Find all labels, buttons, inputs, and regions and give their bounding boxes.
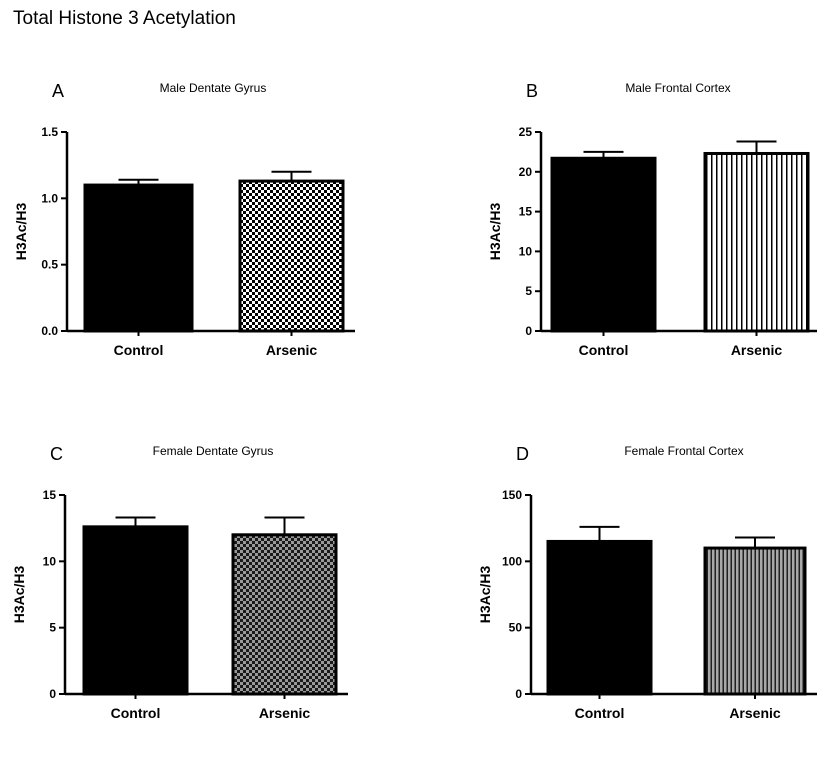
y-tick-label: 15	[43, 488, 57, 502]
chart-title: Female Dentate Gyrus	[153, 444, 274, 458]
panel-d: D Female Frontal Cortex Control Arsenic 0 50 1…	[409, 433, 817, 773]
y-tick-label: 150	[502, 488, 522, 502]
bar-arsenic	[703, 546, 807, 696]
bar-arsenic	[238, 179, 345, 333]
panel-letter: C	[50, 444, 63, 464]
y-tick-label: 0.5	[41, 258, 58, 272]
panel-letter: A	[52, 81, 64, 101]
y-axis-label: H3Ac/H3	[477, 566, 493, 624]
x-tick-label: Arsenic	[259, 705, 311, 721]
y-tick-label: 100	[502, 554, 522, 568]
y-tick-label: 1.5	[41, 125, 58, 139]
y-tick-label: 10	[519, 244, 533, 258]
y-tick-label: 20	[519, 165, 533, 179]
panel-b: B Male Frontal Cortex Control Arsenic 0 5 10 15…	[409, 70, 817, 410]
x-tick-label: Control	[575, 705, 625, 721]
chart-svg: A Male Dentate Gyrus Control Arsenic 0.0 0.5 1…	[13, 81, 355, 358]
chart-svg: B Male Frontal Cortex Control Arsenic 0 5 10 15…	[487, 81, 817, 358]
bar-control	[83, 183, 194, 333]
y-tick-label: 0	[515, 687, 522, 701]
y-tick-label: 0	[49, 687, 56, 701]
bar-control	[82, 525, 189, 696]
figure-title: Total Histone 3 Acetylation	[13, 8, 236, 29]
y-axis-label: H3Ac/H3	[11, 566, 27, 624]
chart-title: Male Dentate Gyrus	[160, 81, 267, 95]
y-tick-label: 0.0	[41, 324, 58, 338]
y-tick-label: 5	[49, 621, 56, 635]
y-tick-label: 50	[509, 621, 523, 635]
bar-arsenic	[231, 533, 338, 696]
y-tick-label: 15	[519, 205, 533, 219]
x-tick-label: Arsenic	[729, 705, 781, 721]
y-tick-label: 0	[525, 324, 532, 338]
chart-title: Female Frontal Cortex	[624, 444, 743, 458]
chart-svg: D Female Frontal Cortex Control Arsenic 0 50 1…	[477, 444, 817, 721]
y-axis-label: H3Ac/H3	[13, 203, 29, 261]
bar-arsenic	[703, 151, 810, 333]
bar-control	[546, 539, 653, 696]
x-tick-label: Control	[114, 342, 164, 358]
y-axis-label: H3Ac/H3	[487, 203, 503, 261]
panel-a: A Male Dentate Gyrus Control Arsenic 0.0 0.5 1…	[0, 70, 408, 410]
x-tick-label: Arsenic	[266, 342, 318, 358]
bar-control	[550, 156, 657, 333]
panel-c: C Female Dentate Gyrus Control Arsenic 0 5 10 1…	[0, 433, 408, 773]
y-tick-label: 1.0	[41, 191, 58, 205]
y-tick-label: 10	[43, 554, 57, 568]
y-tick-label: 25	[519, 125, 533, 139]
panel-letter: B	[526, 81, 538, 101]
x-tick-label: Control	[111, 705, 161, 721]
y-tick-label: 5	[525, 284, 532, 298]
x-tick-label: Arsenic	[731, 342, 783, 358]
panel-letter: D	[516, 444, 529, 464]
x-tick-label: Control	[579, 342, 629, 358]
chart-title: Male Frontal Cortex	[625, 81, 730, 95]
chart-svg: C Female Dentate Gyrus Control Arsenic 0 5 10 1…	[11, 444, 348, 721]
